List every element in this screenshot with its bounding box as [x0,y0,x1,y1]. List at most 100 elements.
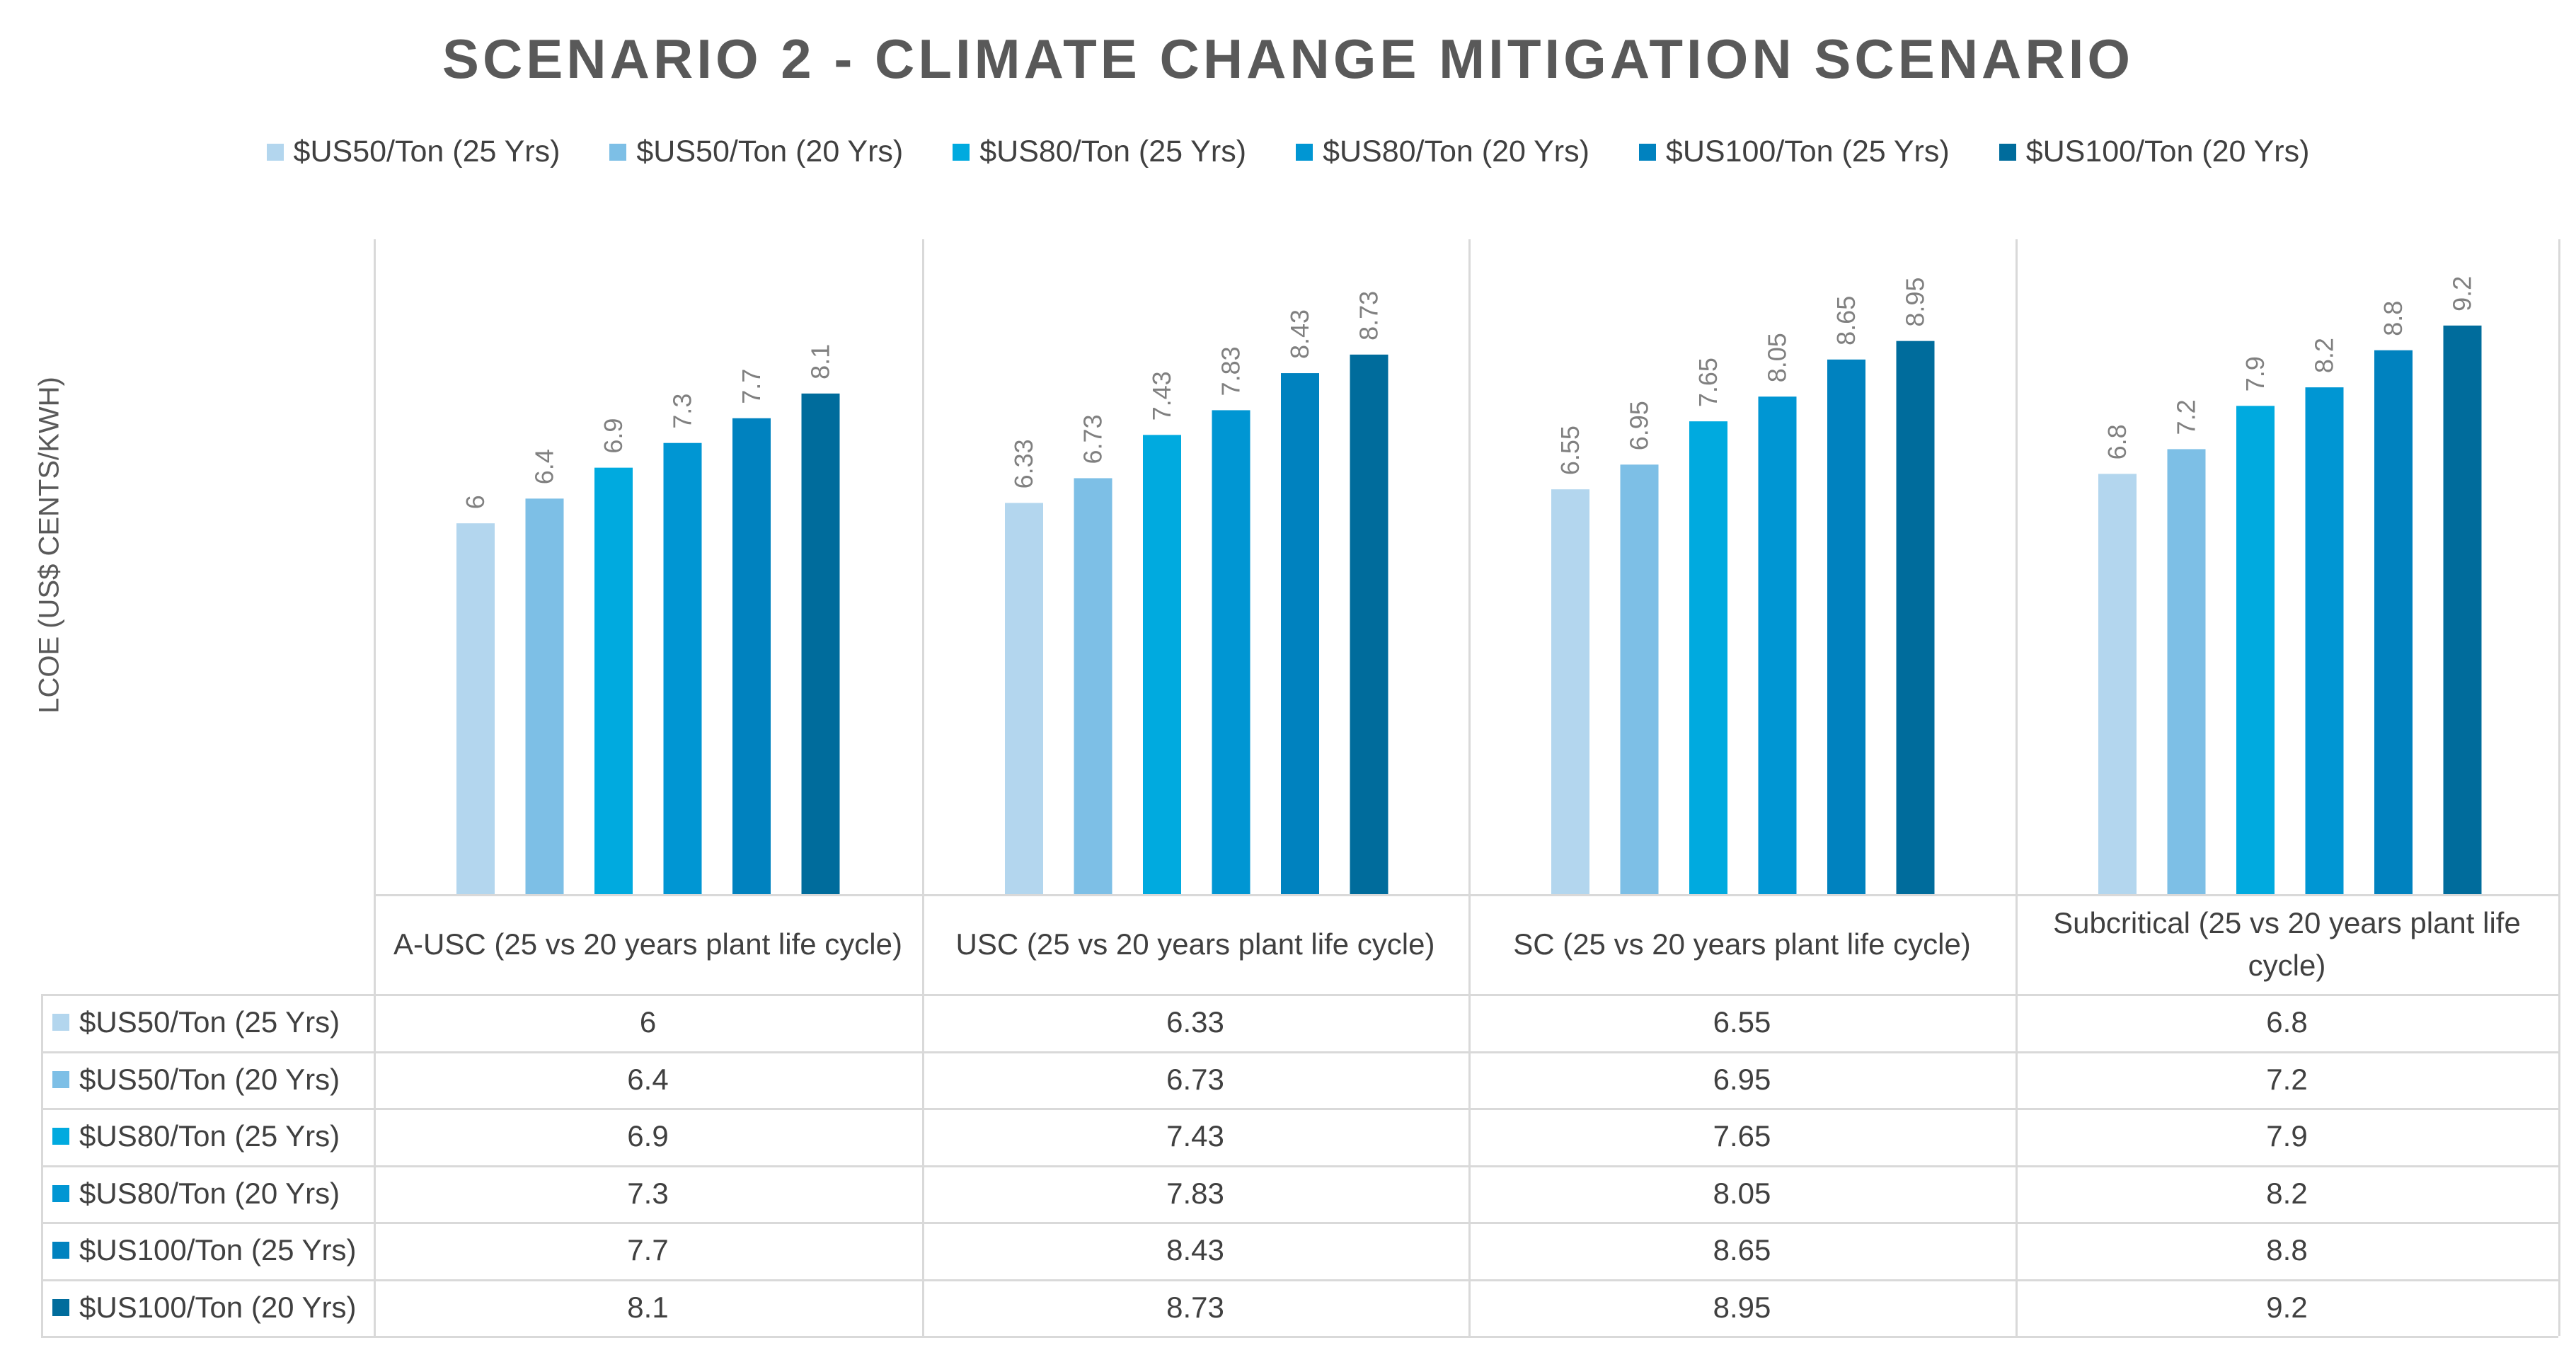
legend-label: $US50/Ton (25 Yrs) [293,135,560,168]
legend-swatch [52,1184,69,1202]
bar-data-label: 6.33 [1009,439,1038,488]
bar-data-label: 6.9 [599,418,628,454]
legend-swatch [52,1298,69,1316]
bar [594,467,633,894]
legend-item: $US50/Ton (25 Yrs) [266,135,560,169]
bar [2236,406,2275,894]
table-row-header: $US80/Ton (25 Yrs) [41,1108,374,1165]
table-row-label: $US100/Ton (20 Yrs) [79,1290,357,1324]
table-cell: 7.3 [627,1176,669,1210]
legend-swatch [52,1070,69,1088]
table-cell: 6.95 [1713,1062,1771,1096]
table-cell: 8.65 [1713,1233,1771,1267]
legend-item: $US80/Ton (20 Yrs) [1296,135,1589,169]
bar-data-label: 6.4 [530,449,559,484]
bar [1212,410,1250,894]
bar-data-label: 8.2 [2310,338,2339,373]
table-row-label: $US100/Ton (25 Yrs) [79,1233,357,1267]
bar [663,442,702,894]
legend-swatch [52,1242,69,1259]
legend-swatch [52,1128,69,1145]
bar [525,498,564,894]
bar [1551,489,1589,894]
bar [1074,478,1112,894]
legend-item: $US50/Ton (20 Yrs) [609,135,903,169]
table-row-header: $US100/Ton (25 Yrs) [41,1222,374,1279]
bar-data-label: 9.2 [2448,276,2477,311]
bar-data-label: 6.55 [1556,425,1585,475]
bar-data-label: 6.95 [1625,401,1654,450]
category-label: SC (25 vs 20 years plant life cycle) [1513,927,1971,961]
bar-data-label: 8.8 [2379,301,2408,336]
table-cell: 7.83 [1166,1176,1224,1210]
table-row-border [41,1279,2558,1281]
table-row-header: $US80/Ton (20 Yrs) [41,1165,374,1223]
bar-data-label: 8.05 [1763,333,1792,382]
bar [2167,449,2206,894]
bar-data-label: 6 [461,495,490,509]
legend-swatch [266,143,284,161]
table-row-border [41,1222,2558,1224]
table-cell: 8.43 [1166,1233,1224,1267]
bar-data-label: 8.73 [1355,291,1384,341]
bar [732,418,771,894]
bar-data-label: 8.65 [1832,296,1861,345]
bar [1005,503,1043,894]
table-row-border [41,1165,2558,1167]
table-row-border [41,1336,2558,1338]
legend-swatch [1638,143,1656,161]
bar [1827,359,1865,895]
table-cell: 6.55 [1713,1005,1771,1039]
bar-data-label: 7.9 [2241,356,2270,391]
table-row-header: $US50/Ton (20 Yrs) [41,1051,374,1109]
bar [1281,373,1319,894]
bar [2098,474,2137,894]
bar [1758,396,1797,894]
bar [1620,464,1659,894]
bar [456,523,495,894]
table-row-label: $US50/Ton (25 Yrs) [79,1005,340,1039]
bar-data-label: 6.8 [2103,424,2132,459]
column-divider [374,239,376,1336]
table-row-header: $US50/Ton (25 Yrs) [41,994,374,1051]
column-divider [922,239,924,1336]
table-cell: 6.8 [2266,1005,2308,1039]
table-cell: 7.65 [1713,1119,1771,1153]
legend-item: $US100/Ton (20 Yrs) [1999,135,2309,169]
table-cell: 8.73 [1166,1290,1224,1324]
table-row-label: $US80/Ton (20 Yrs) [79,1176,340,1210]
table-cell: 8.95 [1713,1290,1771,1324]
column-divider [2558,239,2560,1336]
category-label: A-USC (25 vs 20 years plant life cycle) [393,927,902,961]
bar-data-label: 7.7 [737,369,766,404]
table-cell: 9.2 [2266,1290,2308,1324]
table-row-label: $US80/Ton (25 Yrs) [79,1119,340,1153]
bar [1689,421,1727,894]
bar [2443,325,2482,895]
category-label: USC (25 vs 20 years plant life cycle) [955,927,1435,961]
table-cell: 8.2 [2266,1176,2308,1210]
table-cell: 6.33 [1166,1005,1224,1039]
bar-data-label: 7.2 [2172,399,2201,435]
table-cell: 7.7 [627,1233,669,1267]
bar [1896,341,1935,894]
legend-item: $US100/Ton (25 Yrs) [1638,135,1950,169]
legend-label: $US80/Ton (25 Yrs) [979,135,1247,168]
legend-label: $US100/Ton (25 Yrs) [1665,135,1950,168]
bar-data-label: 7.65 [1694,358,1723,407]
bar [2374,350,2413,894]
bar [801,393,840,894]
table-cell: 6.4 [627,1062,669,1096]
table-row-border [41,1108,2558,1110]
table-cell: 8.1 [627,1290,669,1324]
bar-data-label: 7.83 [1217,346,1246,396]
bar-data-label: 7.3 [668,394,697,429]
table-row-border [41,1051,2558,1053]
legend-swatch [953,143,970,161]
table-row-header: $US100/Ton (20 Yrs) [41,1279,374,1337]
table-cell: 6.9 [627,1119,669,1153]
table-cell: 7.9 [2266,1119,2308,1153]
legend-item: $US80/Ton (25 Yrs) [953,135,1246,169]
chart-title: SCENARIO 2 - CLIMATE CHANGE MITIGATION S… [442,28,2134,90]
table-cell: 7.43 [1166,1119,1224,1153]
